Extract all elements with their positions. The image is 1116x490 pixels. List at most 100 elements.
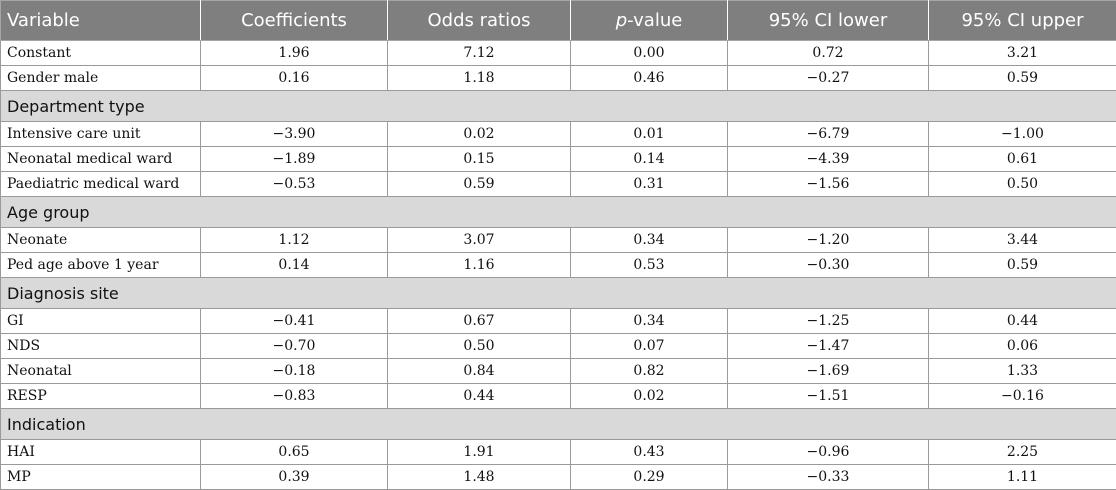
cell-ci-lower: −0.27	[728, 66, 929, 91]
cell-ci-lower: −1.56	[728, 172, 929, 197]
cell-odds-ratio: 1.48	[388, 465, 571, 490]
cell-ci-upper: 0.50	[929, 172, 1116, 197]
cell-ci-lower: −4.39	[728, 147, 929, 172]
cell-coefficient: −0.41	[201, 309, 388, 334]
cell-odds-ratio: 0.02	[388, 122, 571, 147]
row-label: Intensive care unit	[1, 122, 201, 147]
cell-coefficient: 1.12	[201, 228, 388, 253]
cell-coefficient: −0.18	[201, 359, 388, 384]
cell-ci-lower: −0.33	[728, 465, 929, 490]
cell-ci-lower: 0.72	[728, 41, 929, 66]
cell-ci-upper: 0.06	[929, 334, 1116, 359]
cell-ci-upper: −0.16	[929, 384, 1116, 409]
cell-coefficient: −1.89	[201, 147, 388, 172]
cell-ci-upper: 0.59	[929, 66, 1116, 91]
group-label: Age group	[1, 197, 1116, 228]
cell-p-value: 0.00	[571, 41, 728, 66]
row-label: Neonatal	[1, 359, 201, 384]
cell-p-value: 0.31	[571, 172, 728, 197]
cell-p-value: 0.14	[571, 147, 728, 172]
group-header-row: Department type	[1, 91, 1116, 122]
cell-p-value: 0.07	[571, 334, 728, 359]
cell-coefficient: −0.83	[201, 384, 388, 409]
cell-coefficient: 0.16	[201, 66, 388, 91]
header-p-value: p-value	[571, 1, 728, 41]
row-label: MP	[1, 465, 201, 490]
cell-odds-ratio: 0.67	[388, 309, 571, 334]
group-label: Diagnosis site	[1, 278, 1116, 309]
cell-odds-ratio: 0.15	[388, 147, 571, 172]
header-row: Variable Coefficients Odds ratios p-valu…	[1, 1, 1116, 41]
row-label: Constant	[1, 41, 201, 66]
cell-coefficient: −3.90	[201, 122, 388, 147]
cell-coefficient: −0.53	[201, 172, 388, 197]
cell-ci-upper: 0.44	[929, 309, 1116, 334]
cell-odds-ratio: 0.50	[388, 334, 571, 359]
row-label: Gender male	[1, 66, 201, 91]
cell-odds-ratio: 7.12	[388, 41, 571, 66]
cell-ci-lower: −0.96	[728, 440, 929, 465]
header-p-suffix: -value	[627, 10, 682, 31]
cell-p-value: 0.43	[571, 440, 728, 465]
cell-p-value: 0.82	[571, 359, 728, 384]
group-header-row: Age group	[1, 197, 1116, 228]
cell-ci-upper: 3.21	[929, 41, 1116, 66]
cell-p-value: 0.46	[571, 66, 728, 91]
cell-coefficient: 0.39	[201, 465, 388, 490]
group-label: Department type	[1, 91, 1116, 122]
cell-odds-ratio: 3.07	[388, 228, 571, 253]
cell-ci-lower: −1.20	[728, 228, 929, 253]
cell-odds-ratio: 1.16	[388, 253, 571, 278]
cell-ci-upper: 1.11	[929, 465, 1116, 490]
cell-ci-upper: 1.33	[929, 359, 1116, 384]
cell-ci-lower: −1.47	[728, 334, 929, 359]
row-label: Neonatal medical ward	[1, 147, 201, 172]
cell-odds-ratio: 0.84	[388, 359, 571, 384]
cell-coefficient: 0.65	[201, 440, 388, 465]
cell-ci-upper: 3.44	[929, 228, 1116, 253]
row-label: Neonate	[1, 228, 201, 253]
cell-p-value: 0.29	[571, 465, 728, 490]
cell-p-value: 0.34	[571, 309, 728, 334]
cell-ci-lower: −1.69	[728, 359, 929, 384]
row-label: RESP	[1, 384, 201, 409]
cell-p-value: 0.53	[571, 253, 728, 278]
row-label: Ped age above 1 year	[1, 253, 201, 278]
cell-ci-upper: −1.00	[929, 122, 1116, 147]
cell-odds-ratio: 0.44	[388, 384, 571, 409]
cell-coefficient: −0.70	[201, 334, 388, 359]
header-odds-ratios: Odds ratios	[388, 1, 571, 41]
row-label: NDS	[1, 334, 201, 359]
cell-ci-lower: −1.51	[728, 384, 929, 409]
cell-ci-upper: 0.61	[929, 147, 1116, 172]
header-ci-upper: 95% CI upper	[929, 1, 1116, 41]
header-coefficients: Coefficients	[201, 1, 388, 41]
cell-ci-lower: −0.30	[728, 253, 929, 278]
group-label: Indication	[1, 409, 1116, 440]
row-label: GI	[1, 309, 201, 334]
header-ci-lower: 95% CI lower	[728, 1, 929, 41]
cell-odds-ratio: 1.91	[388, 440, 571, 465]
cell-coefficient: 1.96	[201, 41, 388, 66]
cell-ci-lower: −6.79	[728, 122, 929, 147]
cell-p-value: 0.34	[571, 228, 728, 253]
group-header-row: Indication	[1, 409, 1116, 440]
cell-ci-lower: −1.25	[728, 309, 929, 334]
row-label: Paediatric medical ward	[1, 172, 201, 197]
cell-p-value: 0.01	[571, 122, 728, 147]
row-label: HAI	[1, 440, 201, 465]
